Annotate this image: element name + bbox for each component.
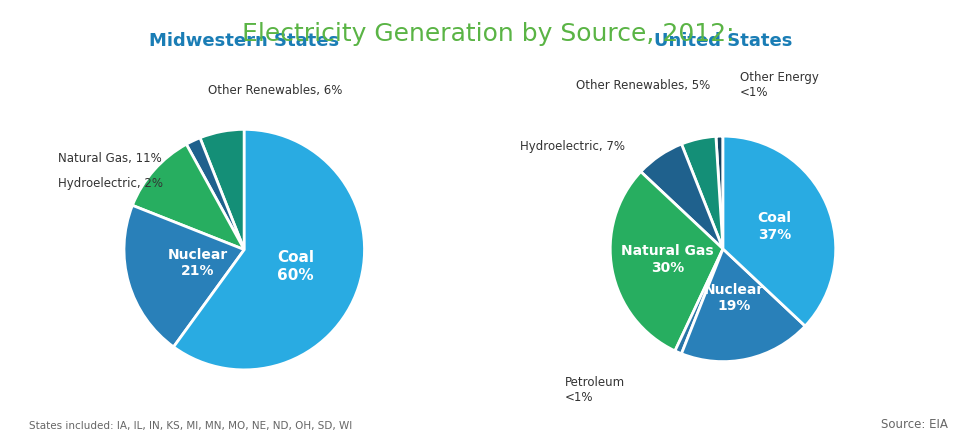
- Text: Source: EIA: Source: EIA: [881, 418, 948, 431]
- Text: States included: IA, IL, IN, KS, MI, MN, MO, NE, ND, OH, SD, WI: States included: IA, IL, IN, KS, MI, MN,…: [29, 421, 353, 431]
- Wedge shape: [200, 129, 244, 249]
- Text: Other Renewables, 6%: Other Renewables, 6%: [208, 84, 343, 97]
- Text: Coal
37%: Coal 37%: [758, 211, 791, 242]
- Wedge shape: [641, 144, 723, 249]
- Wedge shape: [682, 249, 805, 362]
- Title: Midwestern States: Midwestern States: [149, 32, 339, 50]
- Wedge shape: [716, 136, 723, 249]
- Text: Other Energy
<1%: Other Energy <1%: [740, 71, 819, 99]
- Text: Hydroelectric, 2%: Hydroelectric, 2%: [58, 177, 163, 190]
- Text: Electricity Generation by Source, 2012:: Electricity Generation by Source, 2012:: [242, 22, 735, 46]
- Text: Nuclear
21%: Nuclear 21%: [168, 248, 229, 278]
- Wedge shape: [723, 136, 835, 326]
- Wedge shape: [187, 138, 244, 249]
- Wedge shape: [611, 172, 723, 351]
- Text: Natural Gas, 11%: Natural Gas, 11%: [58, 152, 161, 165]
- Text: Natural Gas
30%: Natural Gas 30%: [621, 244, 714, 275]
- Text: Petroleum
<1%: Petroleum <1%: [565, 376, 625, 404]
- Wedge shape: [124, 205, 244, 347]
- Text: Other Renewables, 5%: Other Renewables, 5%: [576, 79, 710, 92]
- Text: Nuclear
19%: Nuclear 19%: [703, 283, 764, 313]
- Wedge shape: [133, 144, 244, 249]
- Title: United States: United States: [654, 32, 792, 50]
- Text: Coal
60%: Coal 60%: [277, 250, 315, 282]
- Wedge shape: [682, 136, 723, 249]
- Wedge shape: [675, 249, 723, 354]
- Wedge shape: [174, 129, 364, 370]
- Text: Hydroelectric, 7%: Hydroelectric, 7%: [520, 140, 625, 153]
